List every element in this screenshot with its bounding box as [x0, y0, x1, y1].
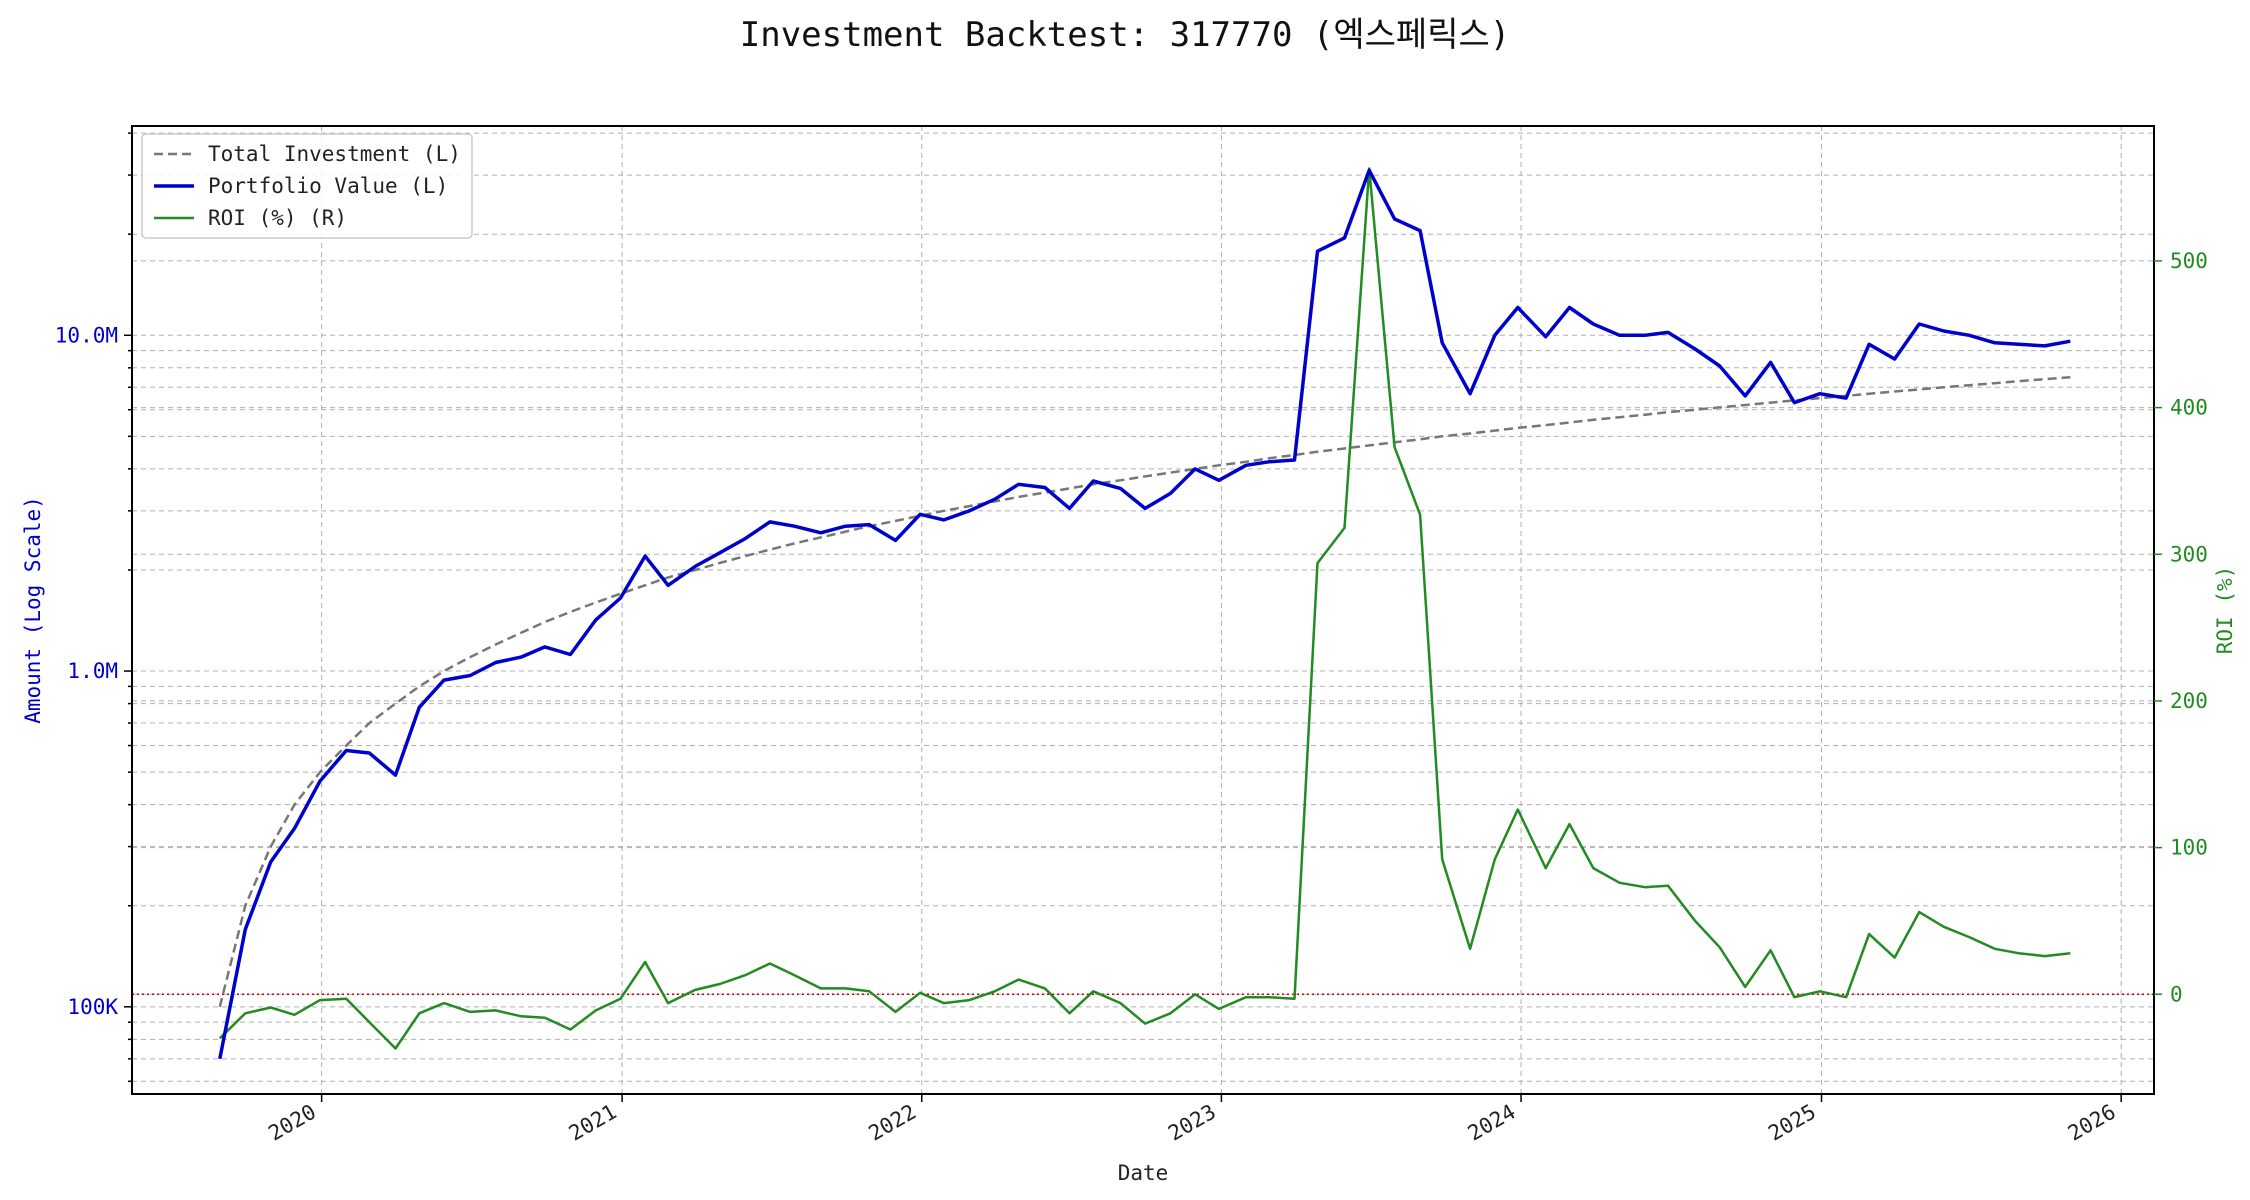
right-axis-label: ROI (%) [2213, 566, 2237, 655]
right-tick-label: 100 [2170, 836, 2208, 860]
right-tick-label: 300 [2170, 542, 2208, 566]
legend: Total Investment (L) Portfolio Value (L)… [141, 133, 473, 239]
legend-label-total-investment: Total Investment (L) [208, 142, 461, 166]
roi-line [218, 167, 2071, 1050]
legend-label-roi: ROI (%) (R) [208, 206, 347, 230]
legend-label-portfolio-value: Portfolio Value (L) [208, 174, 448, 198]
legend-box [141, 133, 473, 239]
total-investment-line [218, 375, 2071, 1008]
chart-title: Investment Backtest: 317770 (엑스페릭스) [740, 15, 1511, 55]
portfolio-value-line [218, 168, 2071, 1060]
left-tick-label: 1.0M [67, 659, 118, 683]
left-axis: 100K 1.0M 10.0M [55, 132, 132, 1083]
right-tick-label: 400 [2170, 396, 2208, 420]
plot-frame [131, 125, 2155, 1095]
left-tick-label: 100K [67, 995, 118, 1019]
right-axis: 0 100 200 300 400 500 [2154, 249, 2208, 1006]
x-axis-label: Date [1118, 1161, 1169, 1185]
plot-area [132, 167, 2154, 1060]
grid [132, 126, 2154, 1094]
right-tick-label: 200 [2170, 689, 2208, 713]
left-axis-label: Amount (Log Scale) [21, 496, 45, 724]
right-tick-label: 500 [2170, 249, 2208, 273]
left-tick-label: 10.0M [55, 323, 118, 347]
right-tick-label: 0 [2170, 982, 2183, 1006]
